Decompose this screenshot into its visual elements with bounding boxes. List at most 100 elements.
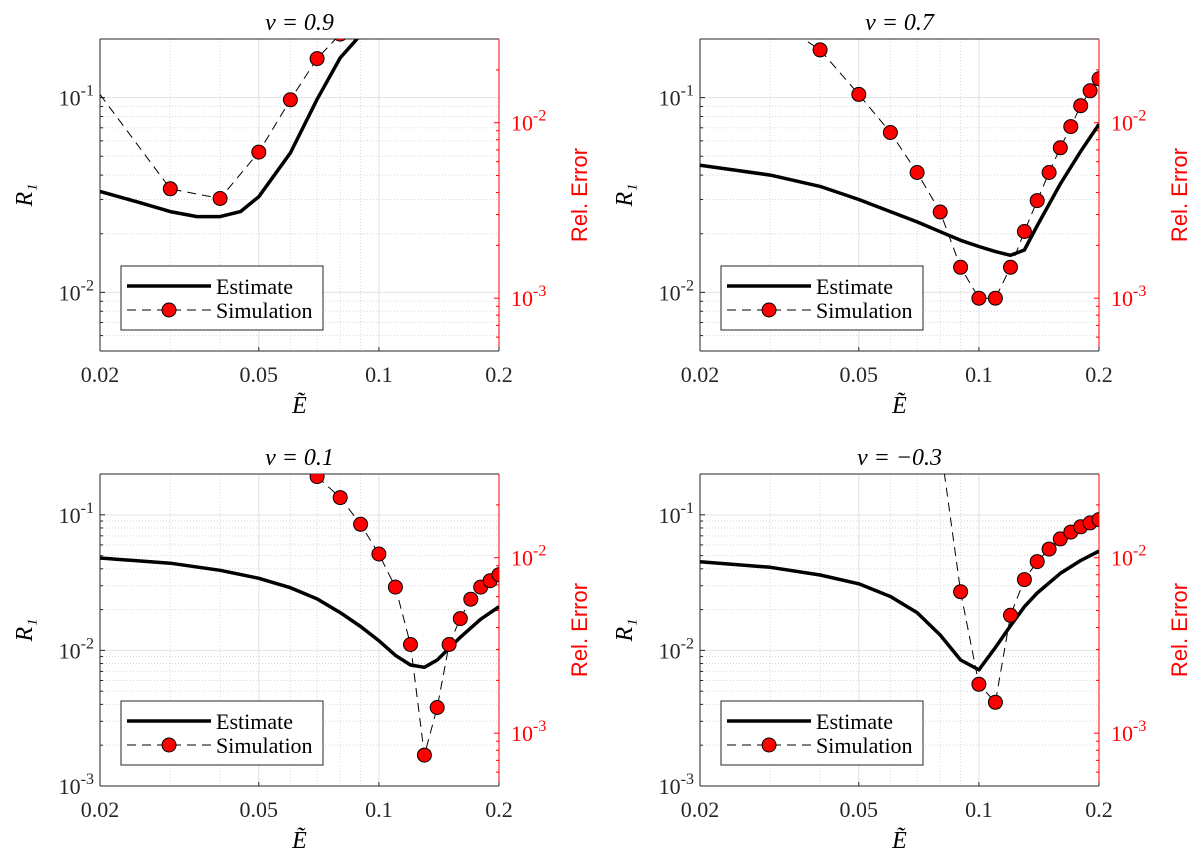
simulation-point (971, 290, 987, 306)
legend-simulation-marker (161, 737, 177, 753)
y-tick-exponent: -3 (681, 771, 694, 788)
y2-tick-exponent: -3 (1133, 718, 1146, 735)
simulation-point (1003, 607, 1018, 623)
x-tick-label: 0.05 (840, 362, 879, 387)
chart-title: ν = −0.3 (857, 445, 942, 471)
y2-axis-label: Rel. Error (567, 583, 592, 677)
simulation-point (309, 51, 325, 67)
x-axis-label: Ẽ (291, 828, 307, 854)
y-tick-exponent: -2 (81, 635, 94, 652)
x-tick-label: 0.1 (965, 797, 993, 822)
legend-box (720, 265, 924, 331)
y2-tick-label: 10-2 (511, 108, 546, 136)
legend-simulation-marker (761, 737, 777, 753)
legend-estimate-label: Estimate (216, 709, 293, 734)
y-tick-label: 10-1 (659, 83, 694, 111)
simulation-point (851, 86, 867, 102)
x-tick-label: 0.05 (240, 797, 279, 822)
estimate-line (700, 549, 1099, 672)
legend-estimate-label: Estimate (816, 274, 893, 299)
y-tick-base: 10 (59, 86, 81, 111)
y-tick-label: 10-3 (659, 771, 694, 799)
simulation-point (1016, 572, 1032, 588)
x-axis-label: Ẽ (891, 393, 907, 419)
plot-series (100, 474, 499, 763)
chart-panel-2: 0.02 0.05 0.1 0.210-210-110-310-2ν = 0.7ẼR₁… (612, 10, 1192, 419)
legend-simulation-label: Simulation (216, 733, 313, 758)
y-tick-label: 10-1 (59, 500, 94, 528)
y-tick-base: 10 (659, 774, 681, 799)
y-tick-label: 10-2 (659, 277, 694, 305)
y2-tick-label: 10-3 (1111, 718, 1146, 746)
simulation-point (953, 259, 969, 275)
y-tick-base: 10 (59, 638, 81, 663)
y-tick-exponent: -1 (681, 83, 694, 100)
plot-series (100, 39, 360, 219)
y2-tick-base: 10 (511, 721, 533, 746)
simulation-point (416, 747, 432, 763)
simulation-point (1029, 193, 1045, 209)
simulation-point (1091, 512, 1099, 528)
simulation-point (282, 92, 298, 108)
simulation-point (334, 39, 346, 42)
simulation-point (332, 490, 348, 506)
x-tick-label: 0.1 (365, 362, 393, 387)
simulation-point (452, 611, 468, 627)
x-tick-label: 0.2 (485, 797, 513, 822)
y2-axis-label: Rel. Error (567, 148, 592, 242)
simulation-point (212, 191, 228, 206)
y-tick-exponent: -2 (681, 635, 694, 652)
y-tick-label: 10-2 (59, 635, 94, 663)
y-tick-label: 10-2 (659, 635, 694, 663)
simulation-point (1041, 165, 1057, 180)
simulation-point (763, 10, 777, 24)
legend-simulation-label: Simulation (816, 298, 913, 323)
x-tick-label: 0.02 (681, 362, 720, 387)
simulation-point (987, 290, 1003, 306)
simulation-point (1052, 531, 1068, 547)
y2-tick-label: 10-2 (511, 543, 546, 571)
legend-simulation-marker (761, 302, 777, 318)
legend-box (120, 700, 324, 766)
x-tick-label: 0.2 (485, 362, 513, 387)
x-tick-label: 0.2 (1085, 362, 1113, 387)
y-axis-label: R₁ (612, 618, 638, 642)
x-tick-label: 0.05 (840, 797, 879, 822)
simulation-point (1063, 119, 1079, 135)
y2-tick-label: 10-3 (511, 283, 546, 311)
simulation-point (162, 181, 178, 197)
y-tick-exponent: -3 (81, 771, 94, 788)
legend-estimate-label: Estimate (216, 274, 293, 299)
y-tick-label: 10-3 (59, 771, 94, 799)
y-tick-exponent: -1 (681, 500, 694, 517)
y2-axis-label: Rel. Error (1167, 148, 1192, 242)
simulation-point (371, 546, 387, 562)
plot-series (700, 10, 1099, 306)
y-tick-base: 10 (59, 774, 81, 799)
simulation-point (932, 204, 948, 220)
y2-tick-base: 10 (511, 546, 533, 571)
y-tick-base: 10 (59, 503, 81, 528)
simulation-point (1073, 98, 1089, 114)
simulation-point (403, 637, 418, 652)
y2-tick-label: 10-2 (1111, 543, 1146, 571)
simulation-line (802, 39, 1099, 299)
estimate-line (100, 39, 360, 219)
y2-tick-exponent: -2 (533, 108, 546, 125)
x-tick-label: 0.2 (1085, 797, 1113, 822)
y-axis-label: R₁ (12, 618, 38, 642)
x-axis-label: Ẽ (891, 828, 907, 854)
simulation-point (251, 144, 267, 160)
simulation-point (987, 694, 1003, 710)
y2-tick-exponent: -3 (533, 718, 546, 735)
simulation-point (429, 700, 445, 715)
y-tick-base: 10 (659, 280, 681, 305)
y-tick-base: 10 (659, 503, 681, 528)
y-tick-exponent: -1 (81, 83, 94, 100)
y-tick-label: 10-1 (659, 500, 694, 528)
simulation-point (463, 591, 479, 607)
